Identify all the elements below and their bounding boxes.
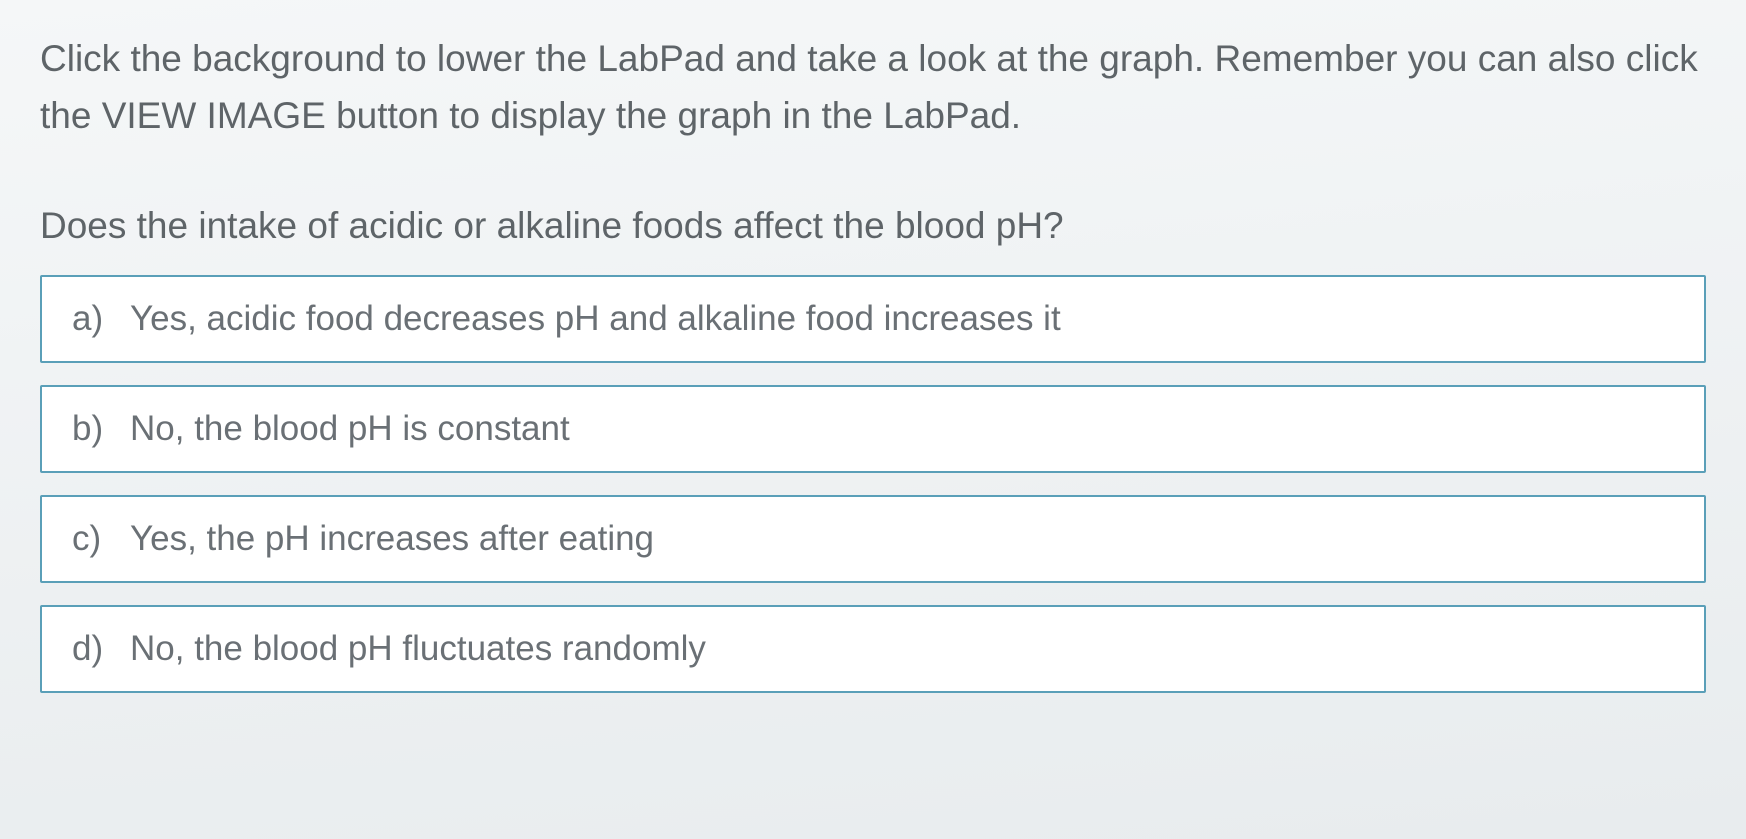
option-letter: a)	[72, 299, 112, 339]
option-letter: b)	[72, 409, 112, 449]
option-d[interactable]: d) No, the blood pH fluctuates randomly	[40, 605, 1706, 693]
option-letter: d)	[72, 629, 112, 669]
option-text: Yes, acidic food decreases pH and alkali…	[130, 299, 1674, 339]
option-text: No, the blood pH fluctuates randomly	[130, 629, 1674, 669]
question-text: Does the intake of acidic or alkaline fo…	[40, 205, 1706, 247]
instruction-text: Click the background to lower the LabPad…	[40, 30, 1706, 145]
option-letter: c)	[72, 519, 112, 559]
options-container: a) Yes, acidic food decreases pH and alk…	[40, 275, 1706, 693]
option-b[interactable]: b) No, the blood pH is constant	[40, 385, 1706, 473]
option-text: No, the blood pH is constant	[130, 409, 1674, 449]
option-text: Yes, the pH increases after eating	[130, 519, 1674, 559]
option-a[interactable]: a) Yes, acidic food decreases pH and alk…	[40, 275, 1706, 363]
option-c[interactable]: c) Yes, the pH increases after eating	[40, 495, 1706, 583]
